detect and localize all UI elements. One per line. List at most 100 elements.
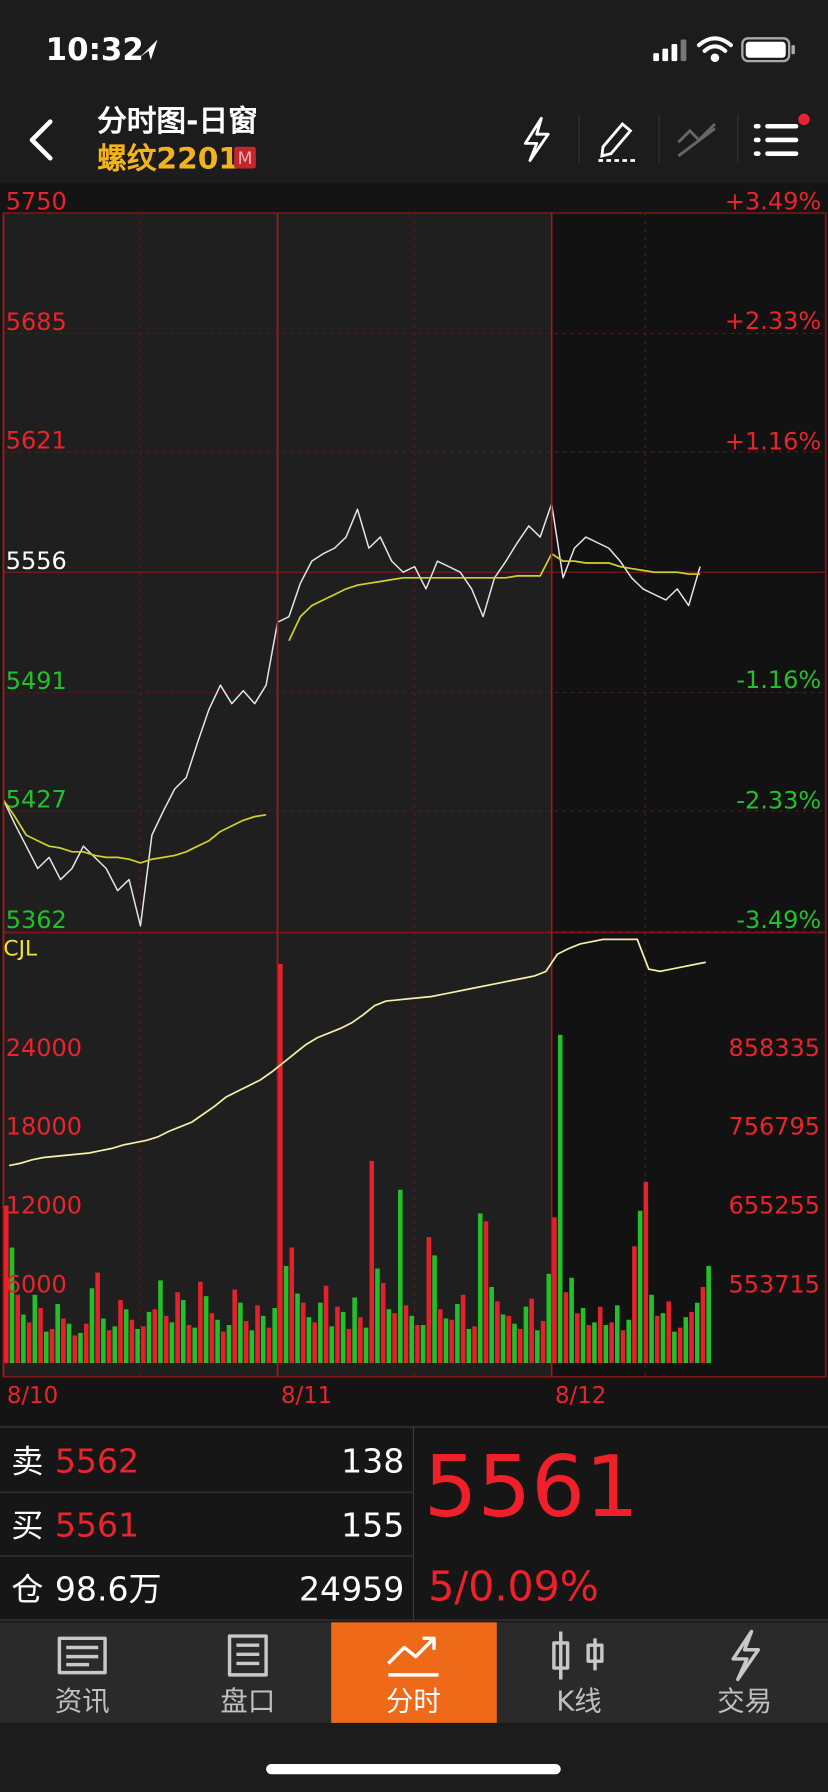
session-background [550, 213, 826, 1377]
volume-bar [112, 1326, 118, 1364]
last-price: 5561 [424, 1438, 639, 1536]
y-tick-label: 5750 [6, 188, 67, 216]
badge [234, 146, 256, 169]
y2-tick-label: +1.16% [725, 427, 821, 455]
notification-dot [798, 113, 810, 126]
volume-bar [118, 1300, 123, 1364]
volume-bar [55, 1304, 60, 1364]
volume-bar [649, 1294, 654, 1364]
volume-bar [677, 1327, 683, 1364]
draw-button[interactable] [598, 121, 635, 162]
y2-tick-label: 858335 [729, 1034, 820, 1062]
battery-level [745, 41, 786, 58]
y2-tick-label: +3.49% [725, 188, 821, 216]
chart-title: CJL [3, 936, 37, 961]
volume-bar [181, 1300, 186, 1364]
volume-bar [175, 1292, 180, 1364]
line-tool-button[interactable] [677, 122, 716, 158]
tab-label[interactable]: 盘口 [220, 1686, 275, 1717]
y2-tick-label: 553715 [729, 1270, 820, 1298]
flash-button[interactable] [523, 116, 550, 162]
volume-bar [129, 1319, 135, 1364]
volume-bar [609, 1322, 614, 1364]
volume-bar [540, 1321, 546, 1364]
volume-bar [426, 1237, 432, 1364]
volume-bar [557, 1034, 563, 1364]
volume-bar [700, 1286, 706, 1364]
tab-label[interactable]: 资讯 [55, 1686, 110, 1717]
volume-bar [563, 1292, 569, 1364]
volume-bar [3, 1205, 9, 1364]
volume-bar [295, 1293, 300, 1364]
location-icon [139, 39, 158, 61]
volume-bar [106, 1330, 112, 1364]
quote-volume: 155 [341, 1506, 404, 1545]
tab-label[interactable]: 分时 [386, 1686, 441, 1717]
volume-bar [575, 1313, 580, 1364]
volume-bar [186, 1325, 192, 1364]
tab-label[interactable]: K线 [556, 1686, 601, 1717]
volume-bar [546, 1273, 552, 1364]
volume-bar [654, 1315, 660, 1364]
volume-bar [243, 1321, 249, 1364]
y-tick-label: 24000 [6, 1034, 82, 1062]
quote-volume: 24959 [299, 1570, 404, 1609]
volume-bar [220, 1331, 226, 1364]
volume-bar [392, 1313, 397, 1364]
tab-icon [552, 1631, 604, 1680]
volume-bar [420, 1325, 426, 1364]
volume-bar [49, 1328, 55, 1364]
volume-bar [466, 1328, 472, 1364]
volume-bar [449, 1319, 454, 1364]
volume-bar [432, 1255, 437, 1364]
quote-rows: 卖 5562 138 买 5561 155 仓 98.6万 24959 [11, 1442, 404, 1609]
volume-bar [517, 1328, 523, 1364]
volume-bar [203, 1296, 209, 1364]
volume-bar [169, 1322, 175, 1364]
tab-label[interactable]: 交易 [717, 1686, 772, 1717]
volume-bar [9, 1247, 15, 1364]
volume-bar [529, 1298, 534, 1364]
volume-bar [597, 1306, 603, 1364]
volume-bar [363, 1327, 369, 1364]
charts: 5362 5427 5491 5556 5621 5685 5750 -3.49% -2.33%… [2, 188, 826, 1409]
volume-bar [266, 1327, 272, 1364]
volume-bar [386, 1309, 392, 1364]
volume-bar [72, 1335, 78, 1364]
volume-bar [626, 1319, 631, 1364]
volume-bar [460, 1294, 466, 1364]
quote-label: 买 [11, 1507, 43, 1545]
volume-bar [335, 1306, 340, 1364]
y-tick-label: 6000 [6, 1270, 67, 1298]
volume-bar [141, 1326, 146, 1364]
volume-bar [15, 1294, 20, 1364]
price-change: 5/0.09% [428, 1563, 599, 1611]
volume-bar [643, 1181, 649, 1364]
quote-price: 5562 [55, 1442, 139, 1481]
volume-bar [278, 963, 283, 1364]
volume-bar [489, 1286, 494, 1364]
y2-tick-label: -1.16% [736, 666, 821, 694]
volume-bar [255, 1305, 260, 1364]
volume-bar [477, 1213, 483, 1364]
volume-bar [352, 1297, 357, 1364]
volume-bar [260, 1315, 266, 1364]
volume-bar [300, 1302, 306, 1364]
volume-bar [306, 1317, 312, 1364]
volume-bar [666, 1301, 671, 1364]
volume-bar [586, 1325, 592, 1364]
menu-button[interactable] [753, 123, 799, 156]
volume-bar [683, 1317, 689, 1364]
volume-bar [615, 1305, 620, 1364]
volume-bar [512, 1323, 517, 1364]
volume-bar [152, 1309, 158, 1364]
volume-bar [403, 1305, 409, 1364]
tab-icon [387, 1636, 439, 1677]
open-interest-line [8, 938, 706, 1167]
volume-bar [535, 1330, 540, 1364]
volume-bar [409, 1315, 414, 1364]
back-button[interactable] [29, 119, 53, 161]
volume-bar [500, 1314, 506, 1364]
volume-bar [289, 1247, 295, 1364]
